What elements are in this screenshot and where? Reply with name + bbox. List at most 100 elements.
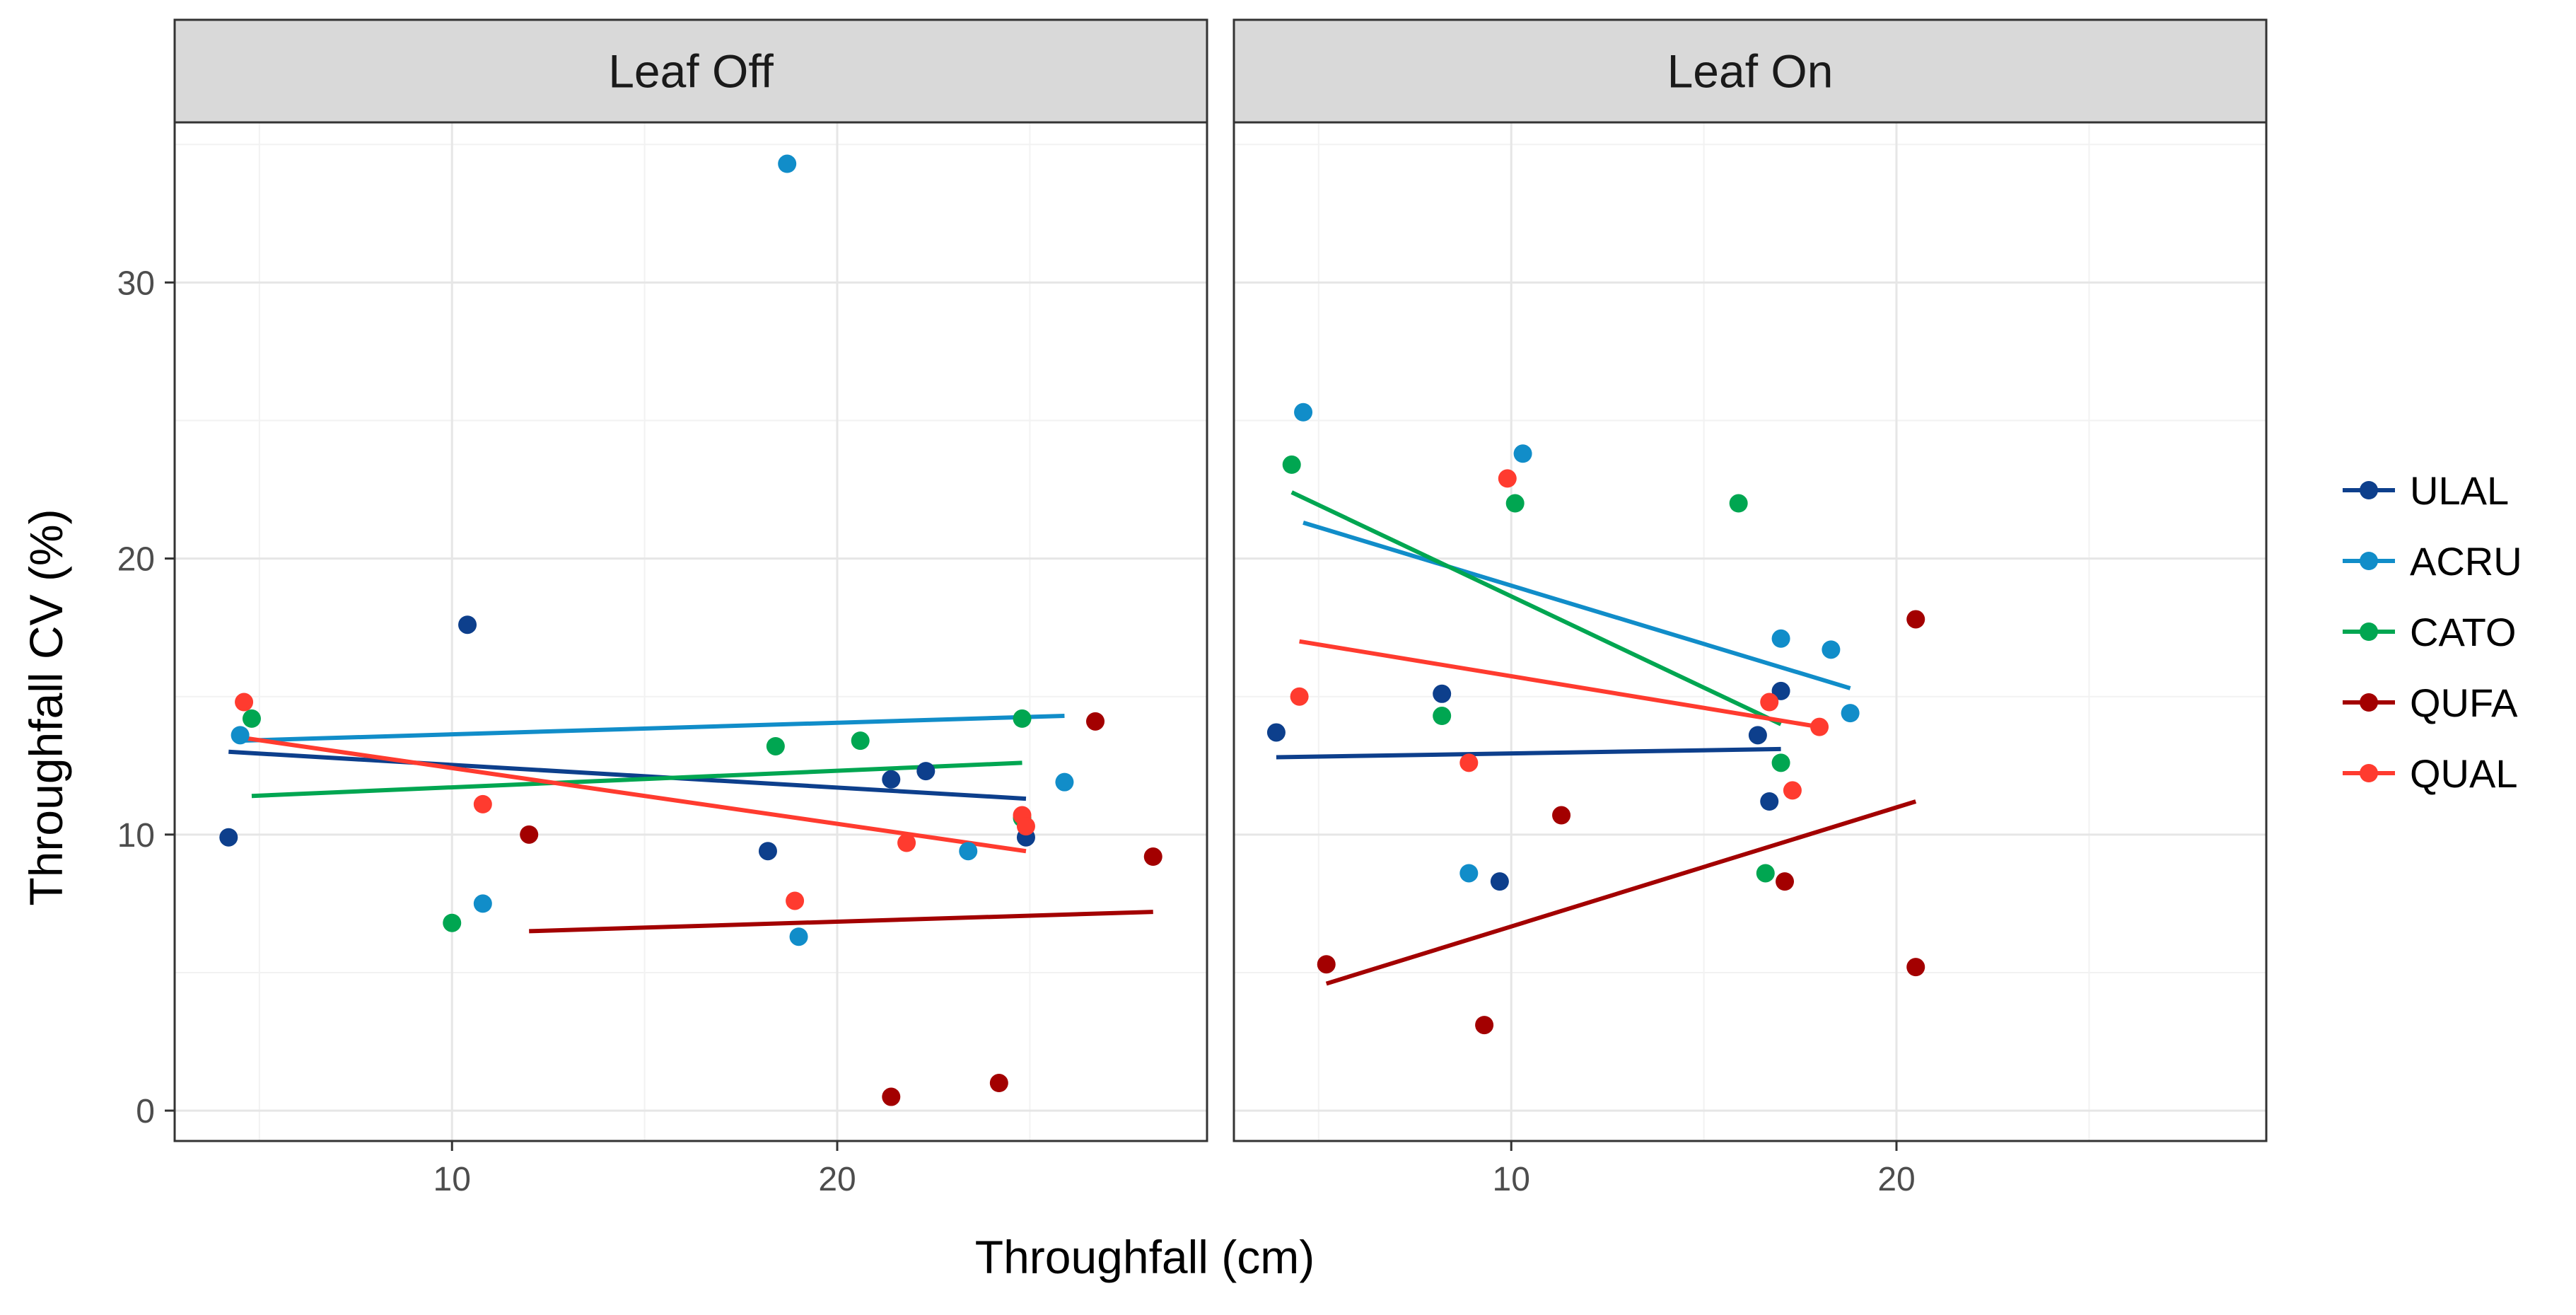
point-acru [473, 894, 492, 913]
panel-strip-label: Leaf Off [608, 45, 774, 98]
y-axis-title: Throughfall CV (%) [20, 509, 72, 905]
point-qual [1810, 717, 1829, 736]
legend-item-qual: QUAL [2343, 751, 2518, 796]
panel-border [173, 121, 1208, 1142]
point-acru [1055, 772, 1074, 792]
legend-item-qufa: QUFA [2343, 680, 2518, 725]
point-ulal [1266, 723, 1286, 742]
panel-plot-area [1234, 122, 2266, 1141]
panel-strip [173, 18, 1208, 124]
point-qufa [1776, 872, 1795, 891]
legend-key-point [2360, 693, 2378, 712]
fit-line-acru [1302, 520, 1851, 690]
point-qual [786, 891, 805, 910]
point-acru [1822, 640, 1841, 659]
point-cato [242, 709, 261, 728]
point-qufa [520, 825, 539, 844]
point-cato [1729, 494, 1748, 513]
point-ulal [458, 615, 477, 635]
point-ulal [1490, 872, 1509, 891]
point-qufa [1906, 958, 1925, 977]
legend-label: CATO [2410, 610, 2516, 654]
panels-layer: Leaf Off 10 20 0 10 20 30 Leaf On 10 20 [117, 18, 2268, 1198]
point-qual [1783, 781, 1802, 800]
legend: ULAL ACRU CATO QUFA QUAL [2343, 468, 2522, 796]
fit-line-ulal [228, 749, 1027, 801]
panel-strip [1232, 18, 2268, 124]
point-acru [959, 842, 978, 861]
fit-line-cato [1290, 490, 1782, 726]
point-qufa [1317, 955, 1336, 974]
legend-label: ULAL [2410, 468, 2509, 513]
points [1266, 402, 1925, 1035]
fit-lines [1276, 490, 1917, 986]
point-cato [1505, 494, 1525, 513]
point-qufa [1086, 712, 1105, 731]
panel-leaf-on: Leaf On 10 20 [1232, 18, 2268, 1198]
point-qual [897, 833, 916, 852]
point-cato [1013, 709, 1032, 728]
y-tick-label: 10 [117, 817, 155, 855]
legend-item-cato: CATO [2343, 610, 2516, 654]
point-qual [1016, 817, 1035, 836]
legend-key-point [2360, 764, 2378, 782]
point-cato [1771, 753, 1790, 772]
point-acru [789, 927, 808, 946]
y-tick-label: 30 [117, 265, 155, 302]
point-ulal [916, 762, 936, 781]
point-qufa [1552, 806, 1571, 825]
point-cato [1756, 864, 1775, 883]
legend-label: ACRU [2410, 539, 2522, 584]
panel-strip-label: Leaf On [1667, 45, 1834, 98]
panel-border [1232, 121, 2268, 1142]
grid [1234, 122, 2266, 1141]
fit-line-qual [1299, 639, 1820, 729]
point-cato [1433, 707, 1452, 726]
fit-line-qufa [1325, 799, 1917, 986]
x-tick-label: 10 [433, 1161, 471, 1198]
x-axis-title: Throughfall (cm) [975, 1231, 1315, 1283]
point-ulal [1433, 684, 1452, 703]
point-ulal [1760, 792, 1779, 811]
point-ulal [758, 842, 777, 861]
point-cato [1282, 455, 1301, 474]
point-qufa [1143, 847, 1162, 867]
grid [175, 122, 1207, 1141]
point-qual [235, 693, 254, 712]
x-tick-label: 10 [1493, 1161, 1530, 1198]
point-qufa [1475, 1016, 1494, 1035]
point-acru [1294, 402, 1313, 422]
point-acru [778, 154, 797, 173]
axes-layer: Throughfall (cm) Throughfall CV (%) [20, 509, 1315, 1283]
fit-line-ulal [1276, 746, 1781, 760]
fit-line-acru [240, 714, 1065, 743]
x-tick-label: 20 [818, 1161, 856, 1198]
legend-key-point [2360, 622, 2378, 641]
legend-label: QUFA [2410, 680, 2518, 725]
legend-key-point [2360, 481, 2378, 499]
point-qufa [989, 1074, 1008, 1093]
legend-item-acru: ACRU [2343, 539, 2522, 584]
legend-key-point [2360, 552, 2378, 570]
fit-line-qufa [529, 910, 1153, 934]
legend-label: QUAL [2410, 751, 2518, 796]
point-acru [1841, 704, 1860, 723]
point-qufa [1906, 610, 1925, 629]
point-cato [766, 736, 785, 755]
legend-item-ulal: ULAL [2343, 468, 2509, 513]
point-acru [1459, 864, 1479, 883]
fit-line-qual [243, 736, 1027, 854]
point-acru [1513, 444, 1532, 463]
fit-lines [228, 714, 1153, 934]
panel-plot-area [175, 122, 1207, 1141]
panel-leaf-off: Leaf Off 10 20 0 10 20 30 [117, 18, 1208, 1198]
point-cato [443, 913, 462, 932]
point-ulal [1771, 681, 1790, 700]
point-qual [473, 794, 492, 813]
point-qual [1760, 693, 1779, 712]
point-ulal [1748, 726, 1767, 745]
point-ulal [219, 828, 238, 847]
y-tick-label: 20 [117, 541, 155, 579]
x-tick-label: 20 [1877, 1161, 1915, 1198]
